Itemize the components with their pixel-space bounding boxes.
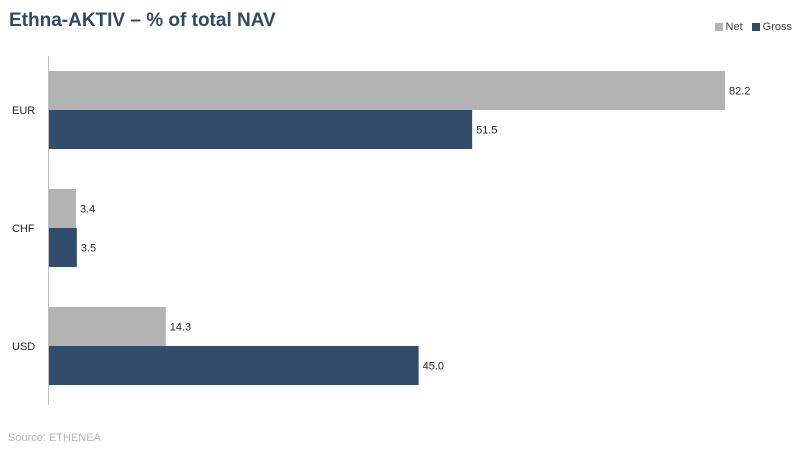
source-note: Source: ETHENEA	[8, 432, 101, 444]
data-label-net-chf: 3.4	[80, 204, 95, 216]
chart-title: Ethna-AKTIV – % of total NAV	[9, 10, 276, 31]
data-label-gross-eur: 51.5	[476, 125, 497, 137]
data-label-gross-chf: 3.5	[81, 243, 96, 255]
legend-item-net: Net	[714, 21, 743, 33]
legend-label-net: Net	[725, 21, 743, 33]
bar-net-usd	[48, 307, 166, 346]
legend: Net Gross	[714, 21, 792, 33]
category-label-chf: CHF	[12, 223, 35, 235]
bar-net-chf	[48, 189, 77, 228]
legend-swatch-gross	[751, 23, 760, 31]
legend-item-gross: Gross	[751, 21, 792, 33]
bar-net-eur	[48, 71, 725, 110]
bar-gross-chf	[48, 228, 77, 267]
category-label-eur: EUR	[12, 105, 35, 117]
category-label-usd: USD	[12, 341, 35, 353]
legend-label-gross: Gross	[762, 21, 792, 33]
legend-swatch-net	[714, 23, 723, 31]
bar-gross-eur	[48, 110, 473, 149]
data-label-net-eur: 82.2	[729, 86, 750, 98]
data-label-net-usd: 14.3	[170, 322, 191, 334]
bar-gross-usd	[48, 346, 419, 385]
data-label-gross-usd: 45.0	[423, 361, 444, 373]
